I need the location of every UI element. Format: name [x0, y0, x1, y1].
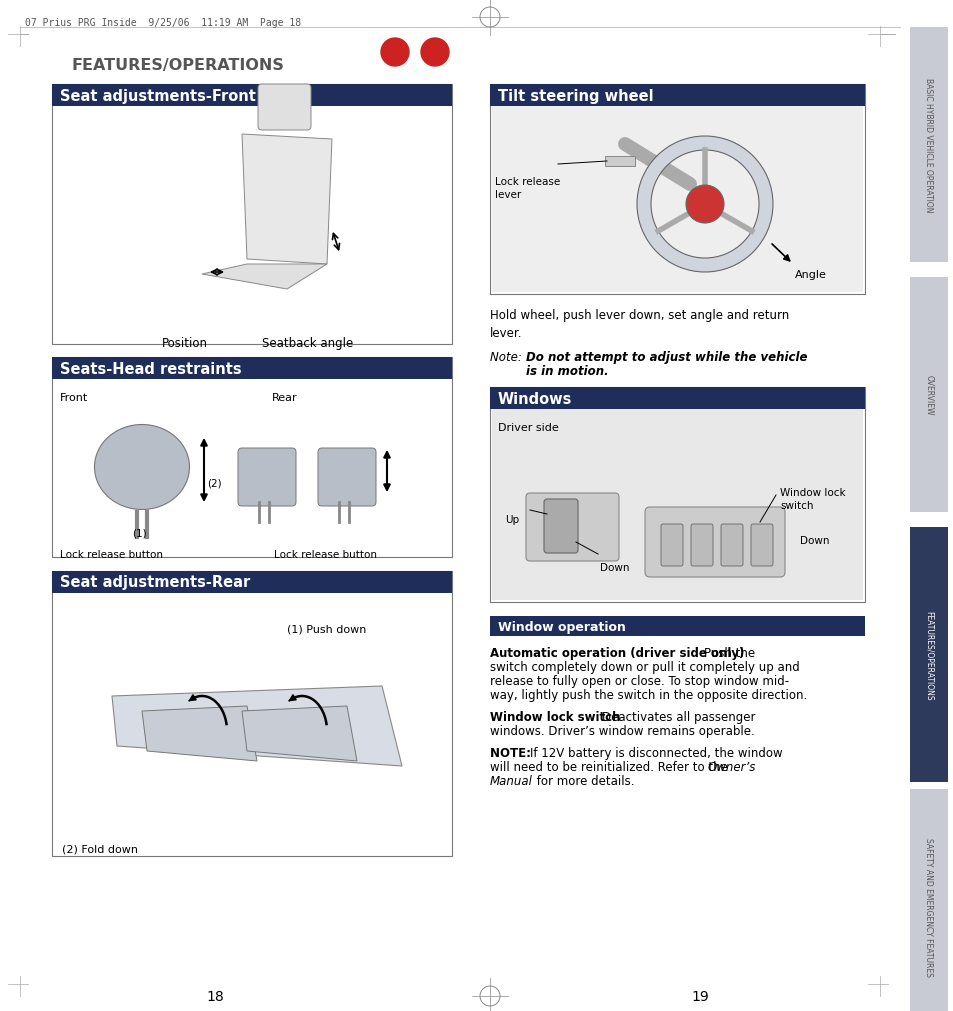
- Bar: [52, 358, 452, 379]
- Ellipse shape: [380, 39, 409, 67]
- Text: Note:: Note:: [490, 351, 525, 364]
- FancyBboxPatch shape: [644, 508, 784, 577]
- Bar: [909, 528, 947, 783]
- Text: Window lock switch: Window lock switch: [490, 711, 624, 723]
- FancyBboxPatch shape: [543, 499, 578, 553]
- Bar: [490, 85, 864, 295]
- Text: FEATURES/OPERATIONS: FEATURES/OPERATIONS: [923, 610, 933, 700]
- Text: Down: Down: [800, 536, 828, 546]
- Ellipse shape: [420, 39, 449, 67]
- Text: Lock release button: Lock release button: [274, 549, 376, 559]
- Text: way, lightly push the switch in the opposite direction.: way, lightly push the switch in the oppo…: [490, 688, 806, 702]
- Text: Seatback angle: Seatback angle: [262, 337, 353, 350]
- Text: Window operation: Window operation: [497, 620, 625, 633]
- Text: If 12V battery is disconnected, the window: If 12V battery is disconnected, the wind…: [530, 746, 781, 759]
- Text: Seat adjustments-Front: Seat adjustments-Front: [60, 88, 255, 103]
- Bar: [604, 157, 635, 167]
- Text: Automatic operation (driver side only): Automatic operation (driver side only): [490, 646, 748, 659]
- Bar: [52, 571, 452, 856]
- Polygon shape: [242, 134, 332, 265]
- Text: Down: Down: [599, 562, 629, 572]
- FancyBboxPatch shape: [257, 85, 311, 130]
- Text: for more details.: for more details.: [533, 774, 634, 788]
- Text: FEATURES/OPERATIONS: FEATURES/OPERATIONS: [71, 58, 285, 73]
- Bar: [52, 358, 452, 557]
- Text: Angle: Angle: [794, 270, 826, 280]
- Text: Manual: Manual: [490, 774, 533, 788]
- Text: switch completely down or pull it completely up and: switch completely down or pull it comple…: [490, 660, 799, 673]
- FancyBboxPatch shape: [660, 525, 682, 566]
- Bar: [490, 85, 864, 107]
- Bar: [52, 571, 452, 593]
- Bar: [52, 85, 452, 345]
- Bar: [492, 407, 862, 601]
- Text: Tilt steering wheel: Tilt steering wheel: [497, 88, 653, 103]
- Polygon shape: [112, 686, 401, 766]
- Text: 19: 19: [690, 989, 708, 1003]
- Text: Window lock
switch: Window lock switch: [780, 487, 844, 511]
- Text: Owner’s: Owner’s: [707, 760, 756, 773]
- Ellipse shape: [94, 425, 190, 510]
- Text: 07 Prius PRG Inside  9/25/06  11:19 AM  Page 18: 07 Prius PRG Inside 9/25/06 11:19 AM Pag…: [25, 18, 301, 28]
- Text: 18: 18: [206, 989, 224, 1003]
- Bar: [909, 278, 947, 513]
- Text: Push the: Push the: [703, 646, 755, 659]
- Bar: [492, 105, 862, 293]
- Text: will need to be reinitialized. Refer to the: will need to be reinitialized. Refer to …: [490, 760, 731, 773]
- Text: Up: Up: [504, 515, 518, 525]
- Text: SAFETY AND EMERGENCY FEATURES: SAFETY AND EMERGENCY FEATURES: [923, 837, 933, 976]
- Text: (2) Fold down: (2) Fold down: [62, 844, 138, 854]
- Bar: [490, 617, 864, 636]
- Text: Front: Front: [60, 392, 89, 402]
- Text: Windows: Windows: [497, 391, 572, 406]
- Text: NOTE:: NOTE:: [490, 746, 535, 759]
- Text: is in motion.: is in motion.: [525, 365, 608, 378]
- Text: Hold wheel, push lever down, set angle and return
lever.: Hold wheel, push lever down, set angle a…: [490, 308, 788, 340]
- Text: Deactivates all passenger: Deactivates all passenger: [601, 711, 755, 723]
- FancyBboxPatch shape: [690, 525, 712, 566]
- Text: Up: Up: [754, 552, 768, 562]
- Text: OVERVIEW: OVERVIEW: [923, 375, 933, 416]
- Bar: [490, 387, 864, 603]
- Bar: [909, 790, 947, 1011]
- Text: Driver side: Driver side: [497, 423, 558, 433]
- FancyBboxPatch shape: [750, 525, 772, 566]
- FancyBboxPatch shape: [525, 493, 618, 561]
- FancyBboxPatch shape: [720, 525, 742, 566]
- Polygon shape: [242, 707, 356, 761]
- Text: BASIC HYBRID VEHICLE OPERATION: BASIC HYBRID VEHICLE OPERATION: [923, 78, 933, 212]
- FancyBboxPatch shape: [237, 449, 295, 507]
- Text: Lock release
lever: Lock release lever: [495, 177, 559, 200]
- Ellipse shape: [685, 186, 723, 223]
- Text: Seats-Head restraints: Seats-Head restraints: [60, 361, 241, 376]
- Bar: [490, 387, 864, 409]
- Text: (1): (1): [132, 528, 147, 538]
- FancyBboxPatch shape: [317, 449, 375, 507]
- Text: Rear: Rear: [272, 392, 297, 402]
- Polygon shape: [142, 707, 256, 761]
- Text: (1) Push down: (1) Push down: [287, 624, 366, 633]
- Text: release to fully open or close. To stop window mid-: release to fully open or close. To stop …: [490, 674, 788, 687]
- Bar: [52, 85, 452, 107]
- Polygon shape: [202, 265, 327, 290]
- Text: (2): (2): [207, 477, 221, 487]
- Text: windows. Driver’s window remains operable.: windows. Driver’s window remains operabl…: [490, 724, 754, 737]
- Text: Lock release button: Lock release button: [60, 549, 163, 559]
- Bar: [909, 28, 947, 263]
- Text: Seat adjustments-Rear: Seat adjustments-Rear: [60, 575, 250, 589]
- Text: Do not attempt to adjust while the vehicle: Do not attempt to adjust while the vehic…: [525, 351, 806, 364]
- Text: Position: Position: [162, 337, 208, 350]
